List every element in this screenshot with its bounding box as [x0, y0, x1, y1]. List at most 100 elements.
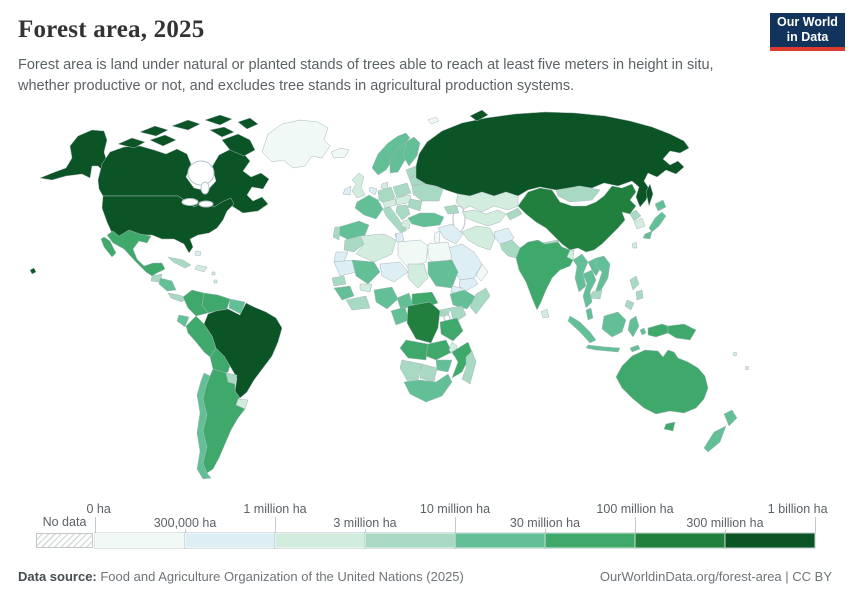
country-philippines[interactable] [629, 275, 640, 291]
country-pacific-islands[interactable] [744, 365, 750, 371]
country-senegal[interactable] [331, 275, 347, 287]
country-iceland[interactable] [330, 147, 350, 159]
country-oman[interactable] [475, 263, 489, 282]
country-mexico[interactable] [106, 229, 166, 277]
country-bolivia[interactable] [209, 347, 231, 374]
country-guinea[interactable] [333, 285, 355, 301]
country-honduras-nicaragua[interactable] [158, 277, 177, 292]
country-taiwan[interactable] [631, 241, 638, 249]
country-portugal[interactable] [332, 226, 341, 241]
country-morocco[interactable] [343, 235, 365, 253]
country-india[interactable] [515, 239, 574, 311]
country-balkans[interactable] [395, 204, 411, 221]
country-mali[interactable] [351, 259, 381, 285]
legend-swatch-0[interactable] [94, 532, 186, 549]
legend-swatch-4[interactable] [454, 532, 546, 549]
country-sri-lanka[interactable] [540, 308, 550, 319]
country-costa-rica-panama[interactable] [167, 292, 187, 303]
country-indonesia-java[interactable] [585, 344, 621, 353]
country-tanzania[interactable] [439, 317, 464, 342]
country-mongolia[interactable] [555, 185, 601, 203]
country-australia[interactable] [615, 349, 709, 415]
country-kazakhstan[interactable] [455, 191, 519, 213]
country-greece[interactable] [400, 218, 412, 230]
country-hispaniola[interactable] [194, 264, 208, 273]
country-italy[interactable] [382, 206, 408, 234]
country-central-asia[interactable] [461, 209, 507, 227]
country-madagascar[interactable] [461, 350, 477, 385]
country-cambodia[interactable] [590, 289, 603, 300]
country-lesser-antilles[interactable] [211, 271, 216, 276]
country-syria-iraq[interactable] [437, 223, 464, 245]
country-ireland[interactable] [342, 185, 352, 196]
country-canada-islands[interactable] [204, 114, 233, 126]
country-canada-islands[interactable] [237, 117, 259, 130]
country-romania[interactable] [407, 198, 423, 212]
country-cote-divoire-ghana[interactable] [345, 295, 371, 311]
country-botswana[interactable] [419, 363, 438, 383]
country-france[interactable] [354, 194, 384, 220]
country-philippines[interactable] [624, 299, 635, 311]
country-russia-novaya-zemlya[interactable] [469, 109, 489, 122]
country-mozambique[interactable] [451, 341, 473, 379]
country-finland[interactable] [402, 136, 421, 167]
country-moluccas[interactable] [639, 327, 647, 336]
country-poland[interactable] [392, 182, 412, 199]
country-tunisia[interactable] [395, 231, 405, 243]
country-kyrgyzstan[interactable] [505, 207, 523, 221]
country-canada-islands[interactable] [117, 137, 146, 149]
country-zimbabwe[interactable] [435, 359, 453, 373]
country-burkina-faso[interactable] [359, 283, 373, 293]
country-ecuador[interactable] [176, 314, 190, 328]
country-timor[interactable] [629, 344, 641, 353]
country-iran[interactable] [461, 225, 496, 251]
country-algeria[interactable] [355, 233, 397, 263]
country-russia-sakhalin[interactable] [645, 183, 654, 207]
country-japan[interactable] [642, 230, 653, 240]
country-somalia[interactable] [469, 287, 491, 315]
country-nigeria[interactable] [373, 286, 399, 310]
country-denmark[interactable] [380, 181, 389, 190]
country-mexico-baja[interactable] [100, 236, 117, 258]
legend-swatch-7[interactable] [724, 532, 816, 549]
country-caucasus[interactable] [443, 204, 460, 215]
country-canada-islands[interactable] [209, 126, 235, 138]
country-west-papua[interactable] [647, 323, 669, 338]
country-indonesia-sumatra[interactable] [567, 315, 597, 344]
legend-swatch-2[interactable] [274, 532, 366, 549]
country-canada-islands[interactable] [171, 119, 201, 131]
country-north-korea[interactable] [629, 209, 642, 222]
country-svalbard[interactable] [427, 116, 440, 125]
country-sulawesi[interactable] [627, 315, 640, 338]
country-chile[interactable] [196, 372, 212, 480]
legend-swatch-5[interactable] [544, 532, 636, 549]
country-china[interactable] [517, 183, 637, 253]
country-united-kingdom[interactable] [351, 172, 366, 199]
country-tasmania[interactable] [663, 421, 676, 432]
country-angola[interactable] [399, 339, 429, 361]
country-cuba[interactable] [167, 256, 192, 269]
country-yemen[interactable] [458, 277, 479, 292]
country-bahamas[interactable] [194, 250, 202, 257]
country-hawaii[interactable] [29, 267, 37, 275]
country-greenland[interactable] [261, 119, 331, 169]
country-alpine[interactable] [382, 198, 397, 209]
country-canada-islands[interactable] [149, 134, 177, 147]
country-norway[interactable] [371, 132, 411, 176]
country-pacific-islands[interactable] [732, 351, 738, 357]
country-namibia[interactable] [399, 359, 423, 383]
country-lesser-antilles[interactable] [213, 279, 218, 284]
country-myanmar[interactable] [572, 253, 589, 293]
country-turkey[interactable] [407, 212, 445, 228]
country-alaska[interactable] [39, 129, 113, 181]
country-benelux[interactable] [368, 186, 378, 196]
country-ethiopia[interactable] [449, 289, 477, 310]
country-papua-new-guinea[interactable] [667, 323, 697, 341]
legend-swatch-6[interactable] [634, 532, 726, 549]
legend-swatch-3[interactable] [364, 532, 456, 549]
legend-swatch-1[interactable] [184, 532, 276, 549]
legend-no-data-swatch[interactable] [36, 533, 93, 548]
country-canada-islands[interactable] [221, 133, 256, 157]
country-thailand[interactable] [582, 269, 597, 309]
